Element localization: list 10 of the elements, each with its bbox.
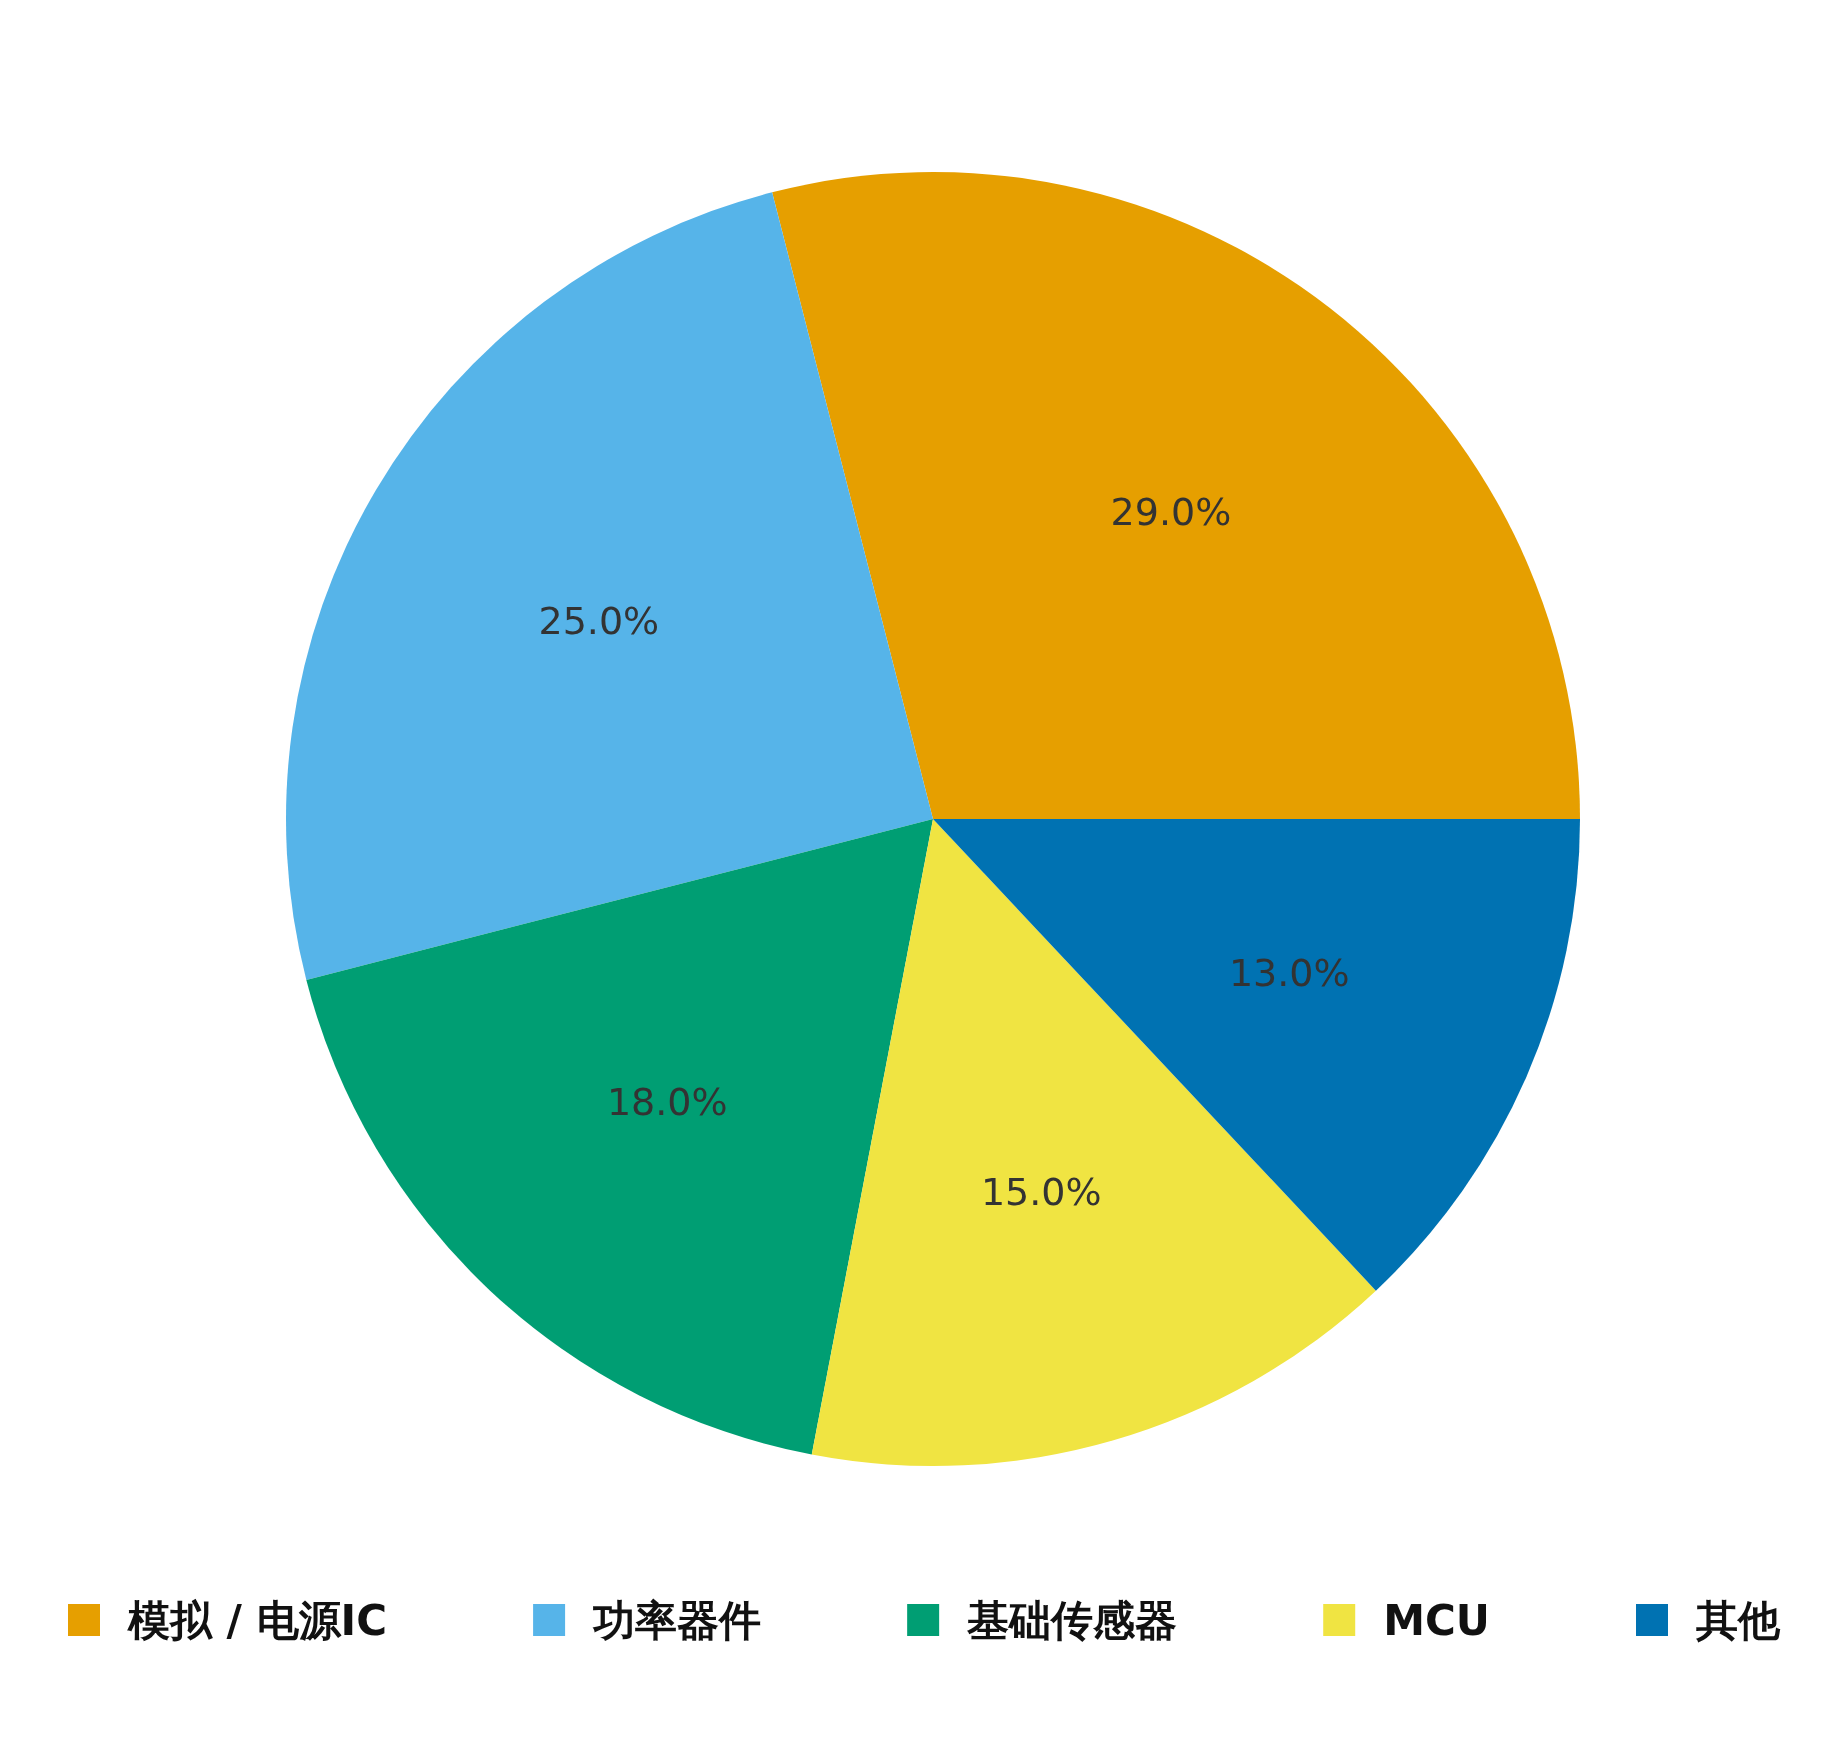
data-label: 29.0% bbox=[1110, 490, 1232, 535]
data-label: 18.0% bbox=[606, 1079, 728, 1124]
data-label: 25.0% bbox=[538, 599, 660, 644]
legend-label: 功率器件 bbox=[592, 1595, 762, 1645]
legend-label: MCU bbox=[1383, 1595, 1490, 1645]
data-label: 13.0% bbox=[1228, 951, 1350, 996]
legend-label: 其他 bbox=[1695, 1595, 1781, 1645]
legend-label: 基础传感器 bbox=[966, 1595, 1178, 1645]
data-label: 15.0% bbox=[980, 1169, 1102, 1214]
legend-label: 模拟 / 电源IC bbox=[127, 1595, 388, 1645]
